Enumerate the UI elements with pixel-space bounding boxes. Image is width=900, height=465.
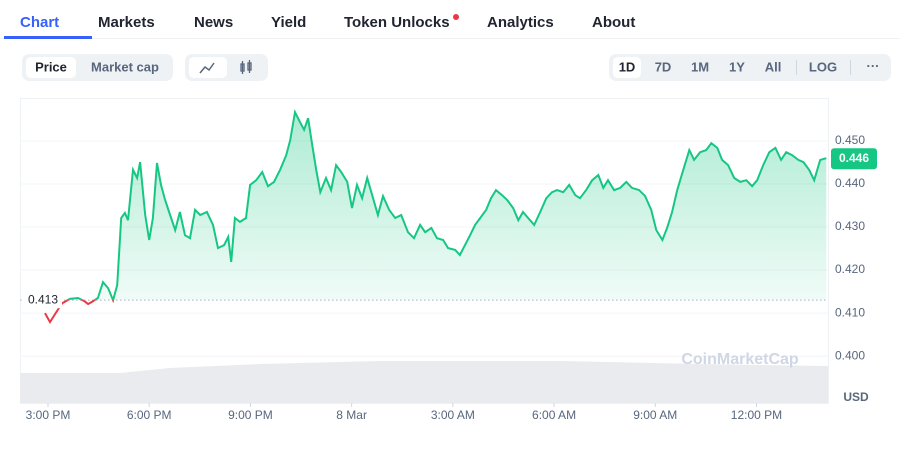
nav-tab[interactable]: Markets bbox=[98, 14, 155, 31]
watermark: CoinMarketCap bbox=[681, 351, 799, 368]
y-tick-label: 0.430 bbox=[835, 219, 865, 233]
reference-label: 0.413 bbox=[28, 292, 58, 306]
price-toggle[interactable]: Market cap bbox=[91, 59, 159, 74]
y-tick-label: 0.450 bbox=[835, 133, 865, 147]
nav-tab[interactable]: Yield bbox=[271, 14, 306, 31]
range-active bbox=[613, 57, 641, 78]
y-tick-label: 0.420 bbox=[835, 262, 865, 276]
active-tab-underline bbox=[4, 36, 92, 39]
plot bbox=[20, 109, 828, 407]
log-button[interactable]: LOG bbox=[809, 59, 837, 74]
nav-tab[interactable]: News bbox=[194, 14, 233, 31]
reference-label-bg bbox=[22, 292, 62, 309]
price-area bbox=[44, 112, 827, 301]
price-toggle[interactable]: Price bbox=[35, 59, 67, 74]
toggle-active bbox=[26, 57, 76, 78]
range-group bbox=[609, 54, 891, 81]
nav-tab[interactable]: About bbox=[592, 14, 635, 31]
range-button[interactable]: 1M bbox=[691, 59, 709, 74]
range-button[interactable]: All bbox=[765, 59, 782, 74]
nav-tab[interactable]: Chart bbox=[20, 14, 59, 31]
plot-frame bbox=[20, 98, 829, 404]
price-line-up bbox=[65, 109, 827, 301]
nav-tab[interactable]: Token Unlocks bbox=[344, 14, 450, 31]
range-button[interactable]: 7D bbox=[655, 59, 672, 74]
last-price-label: 0.446 bbox=[839, 151, 869, 165]
x-tick-label: 8 Mar bbox=[336, 408, 367, 422]
x-tick-label: 9:00 PM bbox=[228, 408, 273, 422]
x-tick-label: 6:00 AM bbox=[532, 408, 576, 422]
range-button[interactable]: 1D bbox=[619, 59, 636, 74]
notification-dot bbox=[453, 14, 459, 20]
range-button[interactable]: 1Y bbox=[729, 59, 745, 74]
candle-icon[interactable] bbox=[240, 60, 252, 74]
chart-style-active bbox=[189, 57, 227, 78]
x-tick-label: 3:00 PM bbox=[26, 408, 71, 422]
unit-label: USD bbox=[843, 390, 869, 404]
x-tick-label: 9:00 AM bbox=[633, 408, 677, 422]
y-tick-label: 0.400 bbox=[835, 348, 865, 362]
y-tick-label: 0.440 bbox=[835, 176, 865, 190]
nav-tab[interactable]: Analytics bbox=[487, 14, 554, 31]
last-price-badge bbox=[831, 148, 877, 170]
y-tick-label: 0.410 bbox=[835, 305, 865, 319]
volume-band bbox=[20, 361, 828, 403]
more-button[interactable]: ··· bbox=[867, 58, 880, 73]
line-icon[interactable] bbox=[199, 62, 215, 74]
x-tick-label: 12:00 PM bbox=[731, 408, 782, 422]
x-tick-label: 3:00 AM bbox=[431, 408, 475, 422]
x-tick-label: 6:00 PM bbox=[127, 408, 172, 422]
